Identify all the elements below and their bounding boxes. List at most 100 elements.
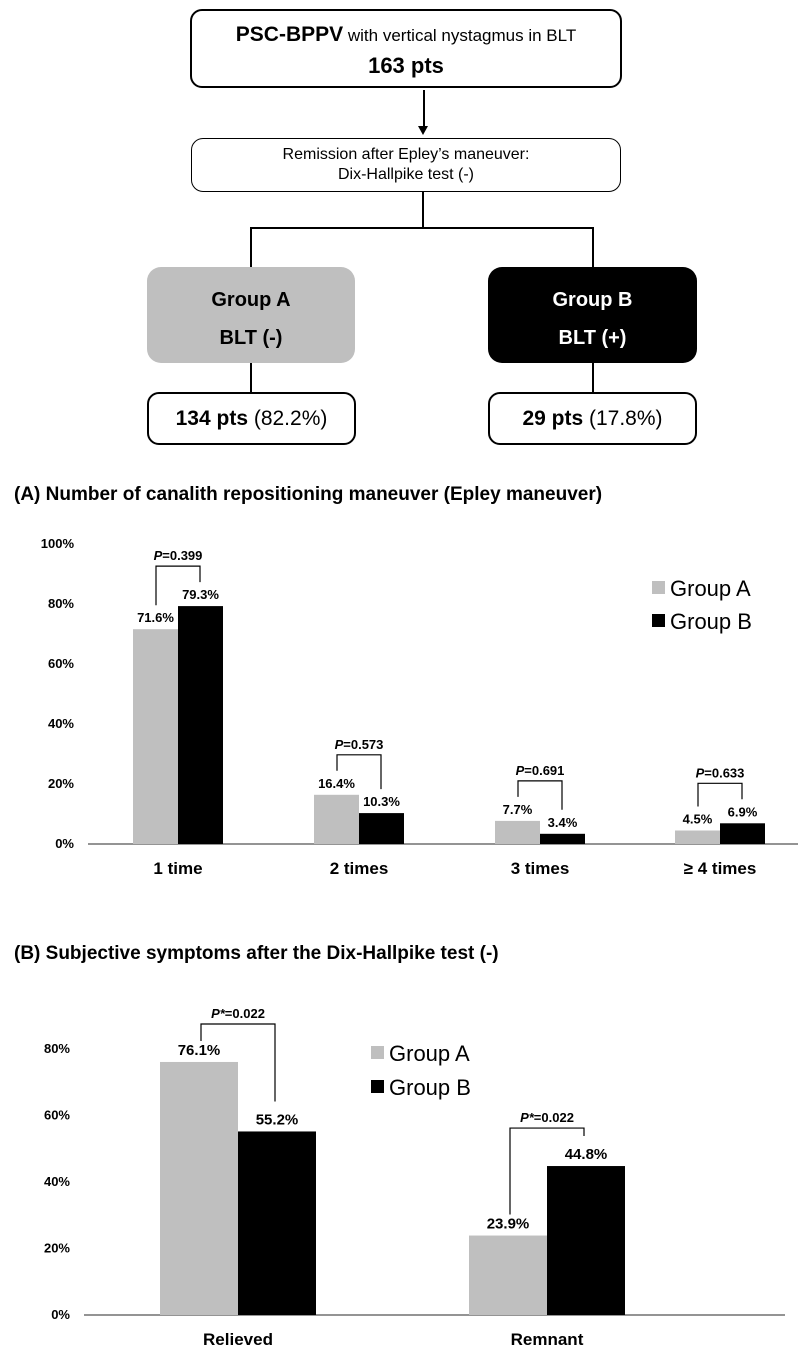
flow-top-box: PSC-BPPV with vertical nystagmus in BLT … — [190, 9, 622, 88]
p-value-symbol: P* — [211, 1006, 226, 1021]
p-value-symbol: P — [696, 765, 705, 780]
flow-split-bar — [250, 227, 594, 229]
bar-group-a — [469, 1235, 547, 1315]
y-tick-label: 20% — [44, 1241, 70, 1256]
legend-label-group-b: Group B — [670, 609, 752, 634]
data-label-group-a: 23.9% — [487, 1216, 530, 1233]
bar-group-a — [314, 794, 359, 844]
x-category-label: Relieved — [203, 1330, 273, 1349]
flow-top-title: PSC-BPPV with vertical nystagmus in BLT — [192, 23, 620, 47]
p-value-bracket — [336, 754, 382, 790]
y-tick-label: 80% — [44, 1041, 70, 1056]
p-value-bracket — [509, 1127, 585, 1215]
data-label-group-a: 76.1% — [178, 1042, 221, 1059]
p-value-number: =0.399 — [162, 548, 202, 563]
group-a-count-box: 134 pts (82.2%) — [147, 392, 356, 445]
data-label-group-b: 3.4% — [548, 815, 578, 830]
data-label-group-b: 44.8% — [565, 1146, 608, 1163]
p-value-label: P=0.691 — [516, 763, 565, 778]
flow-remission-box: Remission after Epley’s maneuver: Dix-Ha… — [191, 138, 621, 192]
group-a-pct: (82.2%) — [248, 407, 328, 430]
group-b-sub: BLT (+) — [558, 327, 627, 349]
data-label-group-a: 71.6% — [137, 610, 174, 625]
data-label-group-b: 10.3% — [363, 794, 400, 809]
y-tick-label: 60% — [48, 656, 74, 671]
flow-arrow-line — [423, 90, 425, 128]
group-b-box: Group B BLT (+) — [488, 267, 697, 363]
legend-swatch-group-a — [652, 581, 665, 594]
chart-a-title: (A) Number of canalith repositioning man… — [14, 484, 603, 505]
chart-b-title: (B) Subjective symptoms after the Dix-Ha… — [14, 943, 499, 964]
p-value-symbol: P — [335, 737, 344, 752]
y-tick-label: 80% — [48, 596, 74, 611]
flow-split-stem — [422, 192, 424, 228]
flow-top-count: 163 pts — [368, 53, 444, 78]
bar-group-b — [547, 1166, 625, 1315]
flow-arrow-head — [418, 126, 428, 135]
data-label-group-b: 79.3% — [182, 587, 219, 602]
p-value-symbol: P — [154, 548, 163, 563]
y-tick-label: 40% — [44, 1174, 70, 1189]
group-b-count: 29 pts — [522, 407, 584, 430]
data-label-group-b: 6.9% — [728, 804, 758, 819]
p-value-number: =0.633 — [704, 765, 744, 780]
p-value-label: P=0.633 — [696, 765, 745, 780]
p-value-symbol: P* — [520, 1110, 535, 1125]
x-category-label: Remnant — [511, 1330, 584, 1349]
chart-b: 0%20%40%60%80% 76.1%55.2%P*=0.022Relieved… — [44, 1006, 785, 1349]
p-value-bracket — [155, 565, 201, 606]
x-category-label: ≥ 4 times — [684, 859, 757, 878]
group-a-box: Group A BLT (-) — [147, 267, 355, 363]
bar-group-b — [540, 833, 585, 844]
flow-split-left — [250, 227, 252, 267]
bar-group-b — [178, 606, 223, 844]
bar-group-b — [238, 1131, 316, 1315]
x-category-label: 3 times — [511, 859, 570, 878]
p-value-label: P=0.573 — [335, 737, 384, 752]
data-label-group-a: 7.7% — [503, 802, 533, 817]
data-label-group-b: 55.2% — [256, 1111, 299, 1128]
bar-group-a — [160, 1061, 238, 1315]
p-value-bracket — [517, 780, 563, 810]
group-a-sub: BLT (-) — [147, 327, 355, 350]
p-value-number: =0.022 — [225, 1006, 265, 1021]
y-tick-label: 0% — [51, 1307, 70, 1322]
data-label-group-a: 4.5% — [683, 812, 713, 827]
group-a-sub-sign: (-) — [262, 327, 283, 349]
p-value-bracket — [697, 782, 743, 807]
p-value-label: P=0.399 — [154, 548, 203, 563]
p-value-number: =0.573 — [343, 737, 383, 752]
legend-swatch-group-a — [371, 1046, 384, 1059]
p-value-number: =0.022 — [534, 1110, 574, 1125]
group-b-count-box: 29 pts (17.8%) — [488, 392, 697, 445]
p-value-label: P*=0.022 — [211, 1006, 265, 1021]
legend-label-group-a: Group A — [389, 1041, 470, 1066]
p-value-label: P*=0.022 — [520, 1110, 574, 1125]
y-tick-label: 20% — [48, 776, 74, 791]
p-value-number: =0.691 — [524, 763, 564, 778]
p-value-bracket — [200, 1023, 276, 1102]
group-a-count: 134 pts — [175, 407, 248, 430]
flow-a-connector — [250, 363, 252, 392]
y-tick-label: 40% — [48, 716, 74, 731]
y-tick-label: 100% — [41, 536, 75, 551]
legend-swatch-group-b — [652, 614, 665, 627]
bar-group-b — [359, 813, 404, 844]
legend-label-group-b: Group B — [389, 1075, 471, 1100]
x-category-label: 1 time — [153, 859, 202, 878]
group-a-sub-pre: BLT — [219, 327, 263, 349]
data-label-group-a: 16.4% — [318, 776, 355, 791]
group-b-pct: (17.8%) — [583, 407, 663, 430]
y-tick-label: 60% — [44, 1108, 70, 1123]
flow-remission-line2: Dix-Hallpike test (-) — [337, 166, 474, 183]
flow-top-rest: with vertical nystagmus in BLT — [343, 26, 577, 45]
flow-split-right — [592, 227, 594, 267]
bar-group-a — [675, 830, 720, 844]
legend-label-group-a: Group A — [670, 576, 751, 601]
group-a-name: Group A — [211, 289, 291, 311]
flow-remission-line1: Remission after Epley’s maneuver: — [282, 146, 530, 163]
bar-group-a — [495, 820, 540, 844]
bar-group-b — [720, 823, 765, 844]
p-value-symbol: P — [516, 763, 525, 778]
